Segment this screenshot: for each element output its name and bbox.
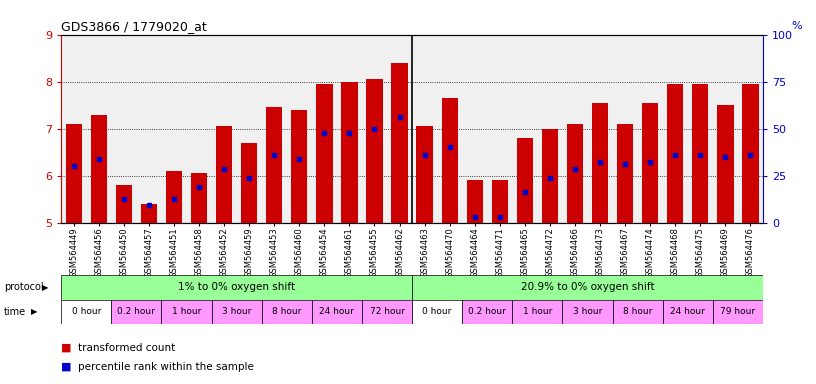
Text: transformed count: transformed count bbox=[78, 343, 175, 353]
Text: percentile rank within the sample: percentile rank within the sample bbox=[78, 362, 254, 372]
Bar bbox=[692, 84, 708, 223]
Bar bbox=[542, 129, 558, 223]
Bar bbox=[266, 108, 282, 223]
Bar bbox=[717, 105, 734, 223]
Bar bbox=[642, 103, 659, 223]
Bar bbox=[116, 185, 132, 223]
Text: 79 hour: 79 hour bbox=[721, 308, 756, 316]
Bar bbox=[211, 300, 262, 324]
Bar bbox=[216, 126, 233, 223]
Bar bbox=[743, 84, 759, 223]
Bar bbox=[366, 79, 383, 223]
Text: 1 hour: 1 hour bbox=[523, 308, 552, 316]
Text: 1 hour: 1 hour bbox=[172, 308, 202, 316]
Bar bbox=[562, 300, 613, 324]
Text: time: time bbox=[4, 307, 26, 317]
Bar bbox=[61, 275, 412, 300]
Bar bbox=[241, 143, 257, 223]
Bar bbox=[617, 124, 633, 223]
Bar bbox=[517, 138, 533, 223]
Text: 0 hour: 0 hour bbox=[423, 308, 452, 316]
Text: GDS3866 / 1779020_at: GDS3866 / 1779020_at bbox=[61, 20, 207, 33]
Bar bbox=[441, 98, 458, 223]
Bar bbox=[65, 124, 82, 223]
Text: 24 hour: 24 hour bbox=[670, 308, 705, 316]
Text: ■: ■ bbox=[61, 362, 72, 372]
Bar bbox=[412, 300, 462, 324]
Bar bbox=[91, 114, 107, 223]
Bar bbox=[412, 275, 763, 300]
Text: 72 hour: 72 hour bbox=[370, 308, 405, 316]
Bar bbox=[663, 300, 713, 324]
Text: ■: ■ bbox=[61, 343, 72, 353]
Bar bbox=[492, 180, 508, 223]
Text: 0 hour: 0 hour bbox=[72, 308, 101, 316]
Text: protocol: protocol bbox=[4, 282, 44, 292]
Bar bbox=[667, 84, 683, 223]
Text: 0.2 hour: 0.2 hour bbox=[468, 308, 506, 316]
Bar bbox=[416, 126, 432, 223]
Bar bbox=[592, 103, 608, 223]
Text: 3 hour: 3 hour bbox=[573, 308, 602, 316]
Bar bbox=[317, 84, 332, 223]
Bar bbox=[291, 110, 308, 223]
Bar bbox=[312, 300, 362, 324]
Bar bbox=[262, 300, 312, 324]
Bar bbox=[392, 63, 408, 223]
Bar bbox=[162, 300, 211, 324]
Text: 0.2 hour: 0.2 hour bbox=[118, 308, 155, 316]
Bar bbox=[111, 300, 162, 324]
Bar bbox=[61, 300, 111, 324]
Text: ▶: ▶ bbox=[31, 308, 38, 316]
Text: 1% to 0% oxygen shift: 1% to 0% oxygen shift bbox=[178, 282, 295, 292]
Text: 3 hour: 3 hour bbox=[222, 308, 251, 316]
Bar bbox=[462, 300, 512, 324]
Bar bbox=[141, 204, 157, 223]
Bar bbox=[191, 173, 207, 223]
Bar bbox=[362, 300, 412, 324]
Text: 8 hour: 8 hour bbox=[623, 308, 652, 316]
Bar bbox=[166, 171, 182, 223]
Bar bbox=[613, 300, 663, 324]
Bar bbox=[512, 300, 562, 324]
Bar bbox=[567, 124, 583, 223]
Bar bbox=[713, 300, 763, 324]
Bar bbox=[341, 82, 357, 223]
Text: %: % bbox=[791, 21, 801, 31]
Text: 8 hour: 8 hour bbox=[272, 308, 301, 316]
Text: 24 hour: 24 hour bbox=[319, 308, 354, 316]
Text: ▶: ▶ bbox=[42, 283, 49, 291]
Text: 20.9% to 0% oxygen shift: 20.9% to 0% oxygen shift bbox=[521, 282, 654, 292]
Bar bbox=[467, 180, 483, 223]
